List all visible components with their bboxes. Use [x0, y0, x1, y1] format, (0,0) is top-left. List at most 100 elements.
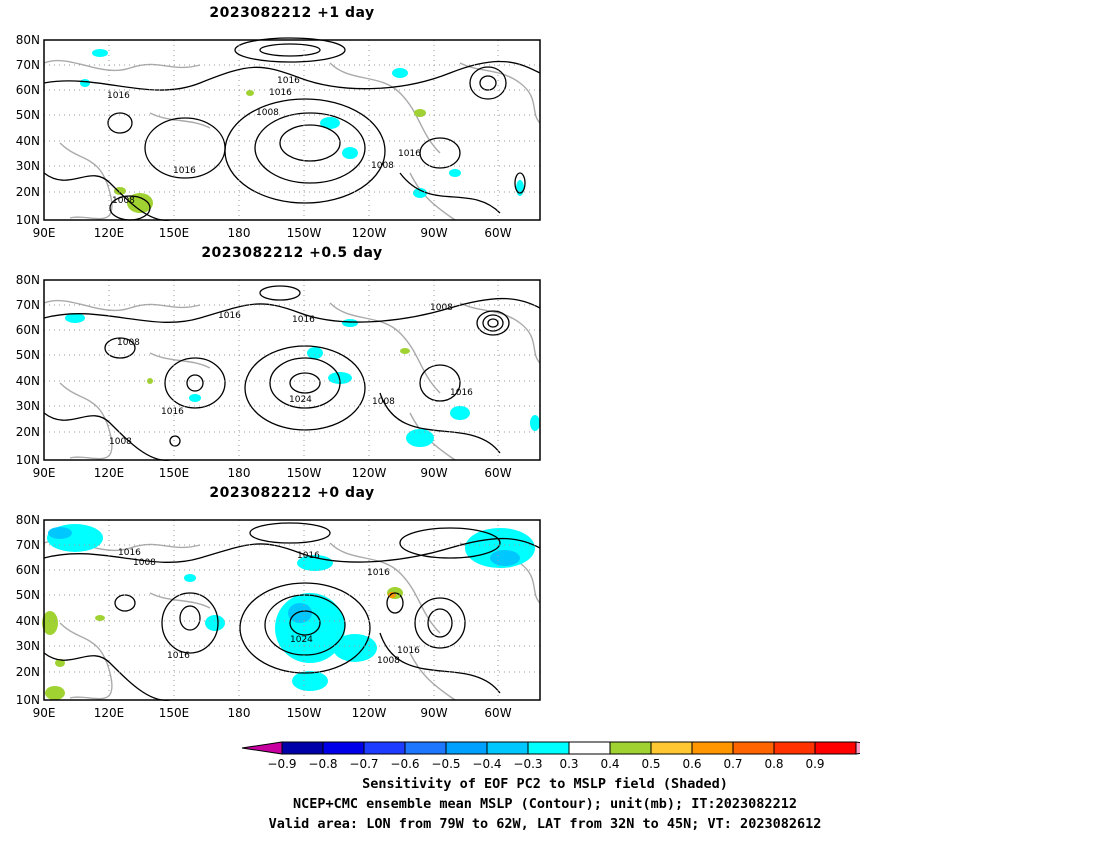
gridlines	[44, 40, 540, 220]
caption-line-2: NCEP+CMC ensemble mean MSLP (Contour); u…	[293, 796, 797, 812]
colorbar-labels: −0.9 −0.8 −0.7 −0.6 −0.5 −0.4 −0.3 0.3 0.4 0.5 0.6…	[267, 757, 824, 771]
colorbar-tick-label: −0.4	[472, 757, 501, 771]
panel-title: 2023082212 +1 day	[209, 5, 375, 21]
lat-tick: 40N	[16, 374, 40, 388]
lon-tick: 120E	[94, 466, 125, 480]
contour-label: 1016	[269, 88, 292, 98]
lat-tick: 50N	[16, 588, 40, 602]
contour-label: 1016	[297, 551, 320, 561]
lat-tick: 10N	[16, 693, 40, 707]
lat-tick: 60N	[16, 323, 40, 337]
contour-label: 1008	[133, 558, 156, 568]
lon-tick: 60W	[484, 226, 511, 240]
lat-tick: 30N	[16, 639, 40, 653]
lat-tick: 20N	[16, 425, 40, 439]
contour-label: 1016	[118, 548, 141, 558]
colorbar-boxes	[241, 741, 860, 755]
contour-label: 1008	[112, 196, 135, 206]
colorbar-box	[609, 741, 652, 755]
contour-label: 1016	[277, 76, 300, 86]
contour-label: 1016	[173, 166, 196, 176]
contour-label: 1016	[450, 388, 473, 398]
colorbar-tick-label: −0.8	[308, 757, 337, 771]
colorbar-box	[363, 741, 406, 755]
colorbar-box	[281, 741, 324, 755]
lon-tick: 90E	[33, 706, 56, 720]
contour-label: 1016	[218, 311, 241, 321]
lon-tick: 120W	[352, 466, 387, 480]
colorbar-box	[650, 741, 693, 755]
lon-tick: 120W	[352, 226, 387, 240]
colorbar-tick-label: 0.8	[764, 757, 783, 771]
contour-label: 1008	[117, 338, 140, 348]
lat-tick: 50N	[16, 348, 40, 362]
contour-label: 1024	[289, 395, 312, 405]
lat-tick: 10N	[16, 213, 40, 227]
map-panel-3: 2023082212 +0 day	[0, 485, 560, 720]
contour-label: 1008	[256, 108, 279, 118]
lon-tick: 90W	[420, 466, 447, 480]
lon-tick: 60W	[484, 706, 511, 720]
colorbar-box	[445, 741, 488, 755]
lat-tick: 20N	[16, 185, 40, 199]
colorbar-box	[322, 741, 365, 755]
colorbar-tick-label: −0.5	[431, 757, 460, 771]
lat-tick: 60N	[16, 563, 40, 577]
mslp-contours	[43, 37, 541, 221]
sensitivity-shading	[80, 49, 524, 213]
lon-tick: 150E	[159, 706, 190, 720]
contour-label: 1008	[109, 437, 132, 447]
panel-title: 2023082212 +0 day	[209, 485, 375, 501]
contour-label: 1024	[290, 635, 313, 645]
lon-tick: 90W	[420, 706, 447, 720]
colorbar-tick-label: 0.9	[805, 757, 824, 771]
lon-tick: 150E	[159, 226, 190, 240]
contour-label: 1016	[398, 149, 421, 159]
lon-tick: 120W	[352, 706, 387, 720]
lon-tick: 120E	[94, 226, 125, 240]
map-panel-2: 2023082212 +0.5 day	[0, 245, 560, 480]
caption-line-3: Valid area: LON from 79W to 62W, LAT fro…	[268, 816, 822, 832]
colorbar-high-triangle	[855, 741, 860, 755]
contour-label: 1016	[167, 651, 190, 661]
sensitivity-shading	[42, 524, 535, 700]
colorbar-tick-label: −0.3	[513, 757, 542, 771]
colorbar-box	[568, 741, 611, 755]
colorbar-tick-label: −0.7	[349, 757, 378, 771]
contour-label: 1008	[377, 656, 400, 666]
lon-tick: 90W	[420, 226, 447, 240]
colorbar-box	[732, 741, 775, 755]
contour-label: 1008	[430, 303, 453, 313]
colorbar-box	[773, 741, 816, 755]
lon-tick: 150W	[287, 706, 322, 720]
colorbar-box	[527, 741, 570, 755]
caption-line-1: Sensitivity of EOF PC2 to MSLP field (Sh…	[362, 776, 728, 792]
lon-tick: 120E	[94, 706, 125, 720]
lat-tick: 40N	[16, 134, 40, 148]
map-plot: 1016 1008 1016 1016 1024 1008 1016 1016 …	[16, 513, 541, 720]
lat-tick: 10N	[16, 453, 40, 467]
coastline	[43, 539, 541, 701]
sensitivity-shading	[65, 313, 540, 447]
lat-tick: 80N	[16, 33, 40, 47]
contour-label: 1016	[292, 315, 315, 325]
gridlines	[44, 520, 540, 700]
colorbar-tick-label: −0.6	[390, 757, 419, 771]
map-plot: 1016 1016 1008 1008 1016 1024 1008 1016 …	[16, 273, 541, 480]
colorbar-box	[691, 741, 734, 755]
lon-tick: 60W	[484, 466, 511, 480]
contour-label: 1016	[397, 646, 420, 656]
lon-tick: 150W	[287, 226, 322, 240]
colorbar-box	[486, 741, 529, 755]
gridlines	[44, 280, 540, 460]
lat-tick: 70N	[16, 298, 40, 312]
lon-tick: 180	[228, 466, 251, 480]
coastline	[43, 59, 541, 221]
colorbar-box	[404, 741, 447, 755]
colorbar-box	[814, 741, 857, 755]
lat-tick: 30N	[16, 399, 40, 413]
lon-tick: 90E	[33, 466, 56, 480]
lat-tick: 70N	[16, 538, 40, 552]
colorbar-tick-label: −0.9	[267, 757, 296, 771]
map-area: 1016 1016 1008 1008 1016 1024 1008 1016 …	[43, 279, 541, 461]
